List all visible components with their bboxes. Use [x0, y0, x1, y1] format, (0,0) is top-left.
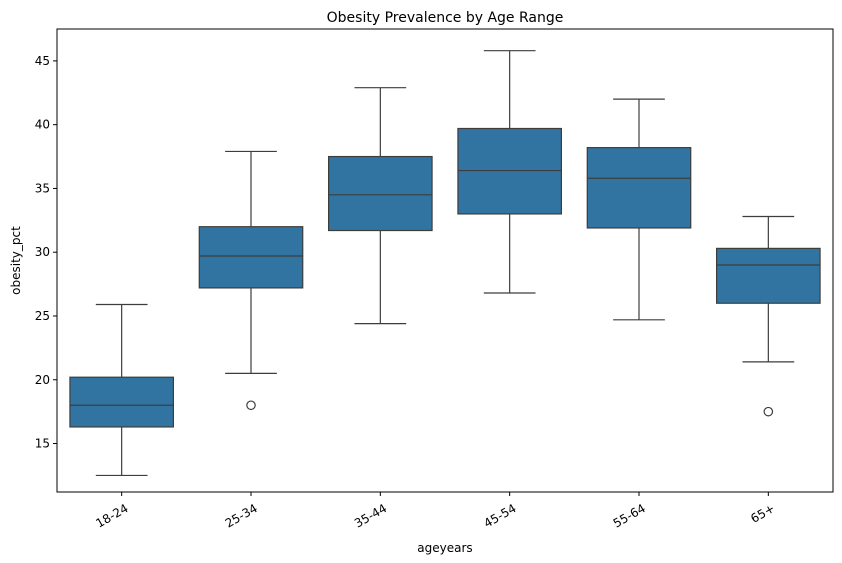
y-axis-label: obesity_pct — [9, 226, 23, 295]
box-55-64 — [586, 98, 692, 321]
plot-frame — [56, 28, 834, 493]
y-tick-label: 35 — [35, 181, 50, 195]
y-axis: 15 20 25 30 35 40 45 — [35, 54, 57, 451]
chart-title: Obesity Prevalence by Age Range — [327, 10, 564, 26]
x-tick-label: 35-44 — [352, 501, 389, 531]
y-tick-label: 45 — [35, 54, 50, 68]
plot-area — [69, 50, 821, 477]
box-18-24 — [69, 303, 175, 477]
box-25-34 — [198, 150, 304, 411]
y-tick-label: 40 — [35, 118, 50, 132]
y-tick-label: 30 — [35, 245, 50, 259]
outlier-point — [763, 406, 774, 417]
y-tick-label: 25 — [35, 309, 50, 323]
x-tick-label: 45-54 — [481, 501, 518, 531]
iqr-box — [69, 376, 175, 428]
iqr-box — [457, 127, 562, 215]
iqr-box — [328, 155, 433, 232]
iqr-box — [715, 247, 821, 304]
box-45-54 — [457, 50, 562, 294]
iqr-box — [198, 226, 304, 289]
x-tick-label: 18-24 — [93, 501, 130, 531]
box-65+ — [715, 215, 821, 417]
box-35-44 — [328, 87, 433, 325]
y-tick-label: 15 — [35, 437, 50, 451]
x-tick-label: 55-64 — [611, 501, 648, 531]
x-tick-label: 65+ — [748, 501, 777, 526]
iqr-box — [586, 147, 692, 229]
x-tick-label: 25-34 — [223, 501, 260, 531]
x-axis: 18-24 25-34 35-44 45-54 55-64 65+ — [93, 492, 777, 531]
y-tick-label: 20 — [35, 373, 50, 387]
outlier-point — [246, 400, 256, 411]
x-axis-label: ageyears — [417, 541, 472, 555]
